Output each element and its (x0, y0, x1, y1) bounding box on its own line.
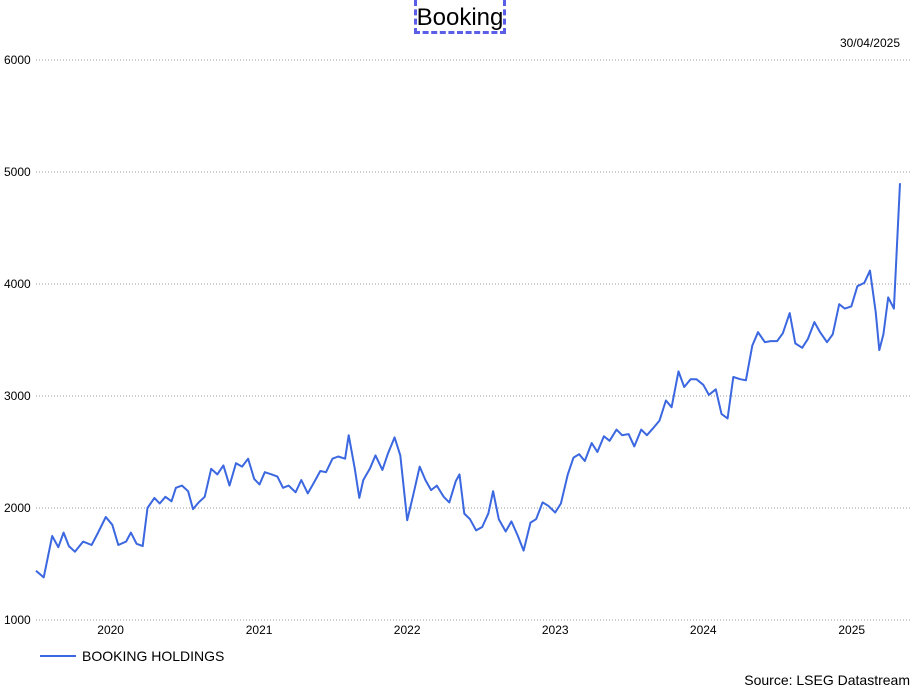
y-tick-label: 5000 (4, 165, 31, 179)
x-tick-label: 2025 (838, 623, 865, 637)
y-tick-label: 6000 (4, 53, 31, 67)
plot-area (35, 183, 901, 579)
x-tick-label: 2020 (97, 623, 124, 637)
x-tick-label: 2023 (542, 623, 569, 637)
legend-label: BOOKING HOLDINGS (82, 648, 225, 664)
source-label: Source: LSEG Datastream (744, 672, 910, 688)
gridlines (36, 59, 912, 621)
y-tick-label: 1000 (4, 613, 31, 627)
legend-swatch (40, 655, 76, 657)
date-label: 30/04/2025 (839, 36, 900, 50)
x-tick-label: 2021 (246, 623, 273, 637)
y-tick-label: 4000 (4, 277, 31, 291)
x-axis: 2020 2021 2022 2023 2024 2025 (97, 623, 865, 637)
y-tick-label: 2000 (4, 501, 31, 515)
y-axis: 1000 2000 3000 4000 5000 6000 (4, 53, 31, 627)
y-tick-label: 3000 (4, 389, 31, 403)
chart-title: Booking (416, 4, 504, 31)
title-highlight (414, 0, 506, 34)
x-tick-label: 2022 (394, 623, 421, 637)
x-tick-label: 2024 (690, 623, 717, 637)
series-line-0 (35, 183, 901, 579)
legend: BOOKING HOLDINGS (40, 648, 224, 664)
